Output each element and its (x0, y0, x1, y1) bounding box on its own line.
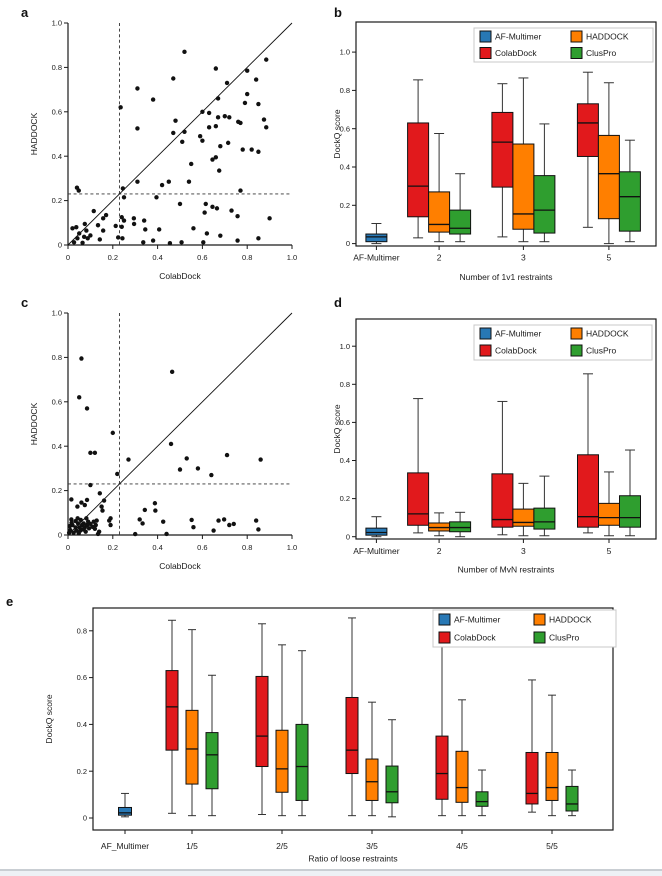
panel-label-d: d (334, 295, 342, 310)
svg-text:ColabDock: ColabDock (159, 271, 201, 281)
svg-text:0.6: 0.6 (197, 253, 207, 262)
svg-text:0: 0 (58, 241, 62, 250)
svg-text:0.8: 0.8 (340, 380, 350, 389)
svg-text:2: 2 (437, 253, 442, 263)
svg-text:0.6: 0.6 (52, 107, 62, 116)
svg-text:ColabDock: ColabDock (495, 346, 537, 356)
svg-text:1.0: 1.0 (340, 342, 350, 351)
panel-e-boxplot-loose-restraints: 0 0.2 0.4 0.6 0.8 AF_Multimer 1/5 2/5 3/5 4/5 5/5 R… (44, 607, 617, 864)
svg-text:ColabDock: ColabDock (454, 633, 496, 643)
svg-text:0.4: 0.4 (52, 152, 62, 161)
svg-text:0.8: 0.8 (242, 543, 252, 552)
svg-text:ClusPro: ClusPro (586, 346, 617, 356)
panel-d-boxplot-mvn-restraints: 0 0.2 0.4 0.6 0.8 1.0 AF-Multimer 2 3 5 Number of … (332, 318, 657, 575)
svg-text:0.4: 0.4 (152, 253, 162, 262)
svg-text:0.8: 0.8 (52, 353, 62, 362)
svg-text:0.8: 0.8 (340, 86, 350, 95)
svg-text:DockQ score: DockQ score (332, 404, 342, 453)
svg-text:HADDOCK: HADDOCK (29, 402, 39, 445)
svg-text:1.0: 1.0 (340, 48, 350, 57)
svg-text:0.2: 0.2 (340, 494, 350, 503)
svg-text:1.0: 1.0 (287, 543, 297, 552)
svg-text:0.2: 0.2 (52, 196, 62, 205)
svg-text:0.2: 0.2 (77, 767, 87, 776)
panel-b-boxplot-1v1-restraints: 0 0.2 0.4 0.6 0.8 1.0 AF-Multimer 2 3 5 Number of … (332, 21, 657, 282)
svg-text:0: 0 (66, 253, 70, 262)
svg-text:0.2: 0.2 (108, 253, 118, 262)
panel-a-scatter-colabdock-vs-haddock: 0 0.2 0.4 0.6 0.8 1.0 0 0.2 0.4 0.6 0.8 1.0 ColabDoc… (29, 19, 297, 281)
svg-text:ClusPro: ClusPro (586, 48, 617, 58)
svg-text:ClusPro: ClusPro (549, 633, 580, 643)
svg-text:0: 0 (346, 239, 350, 248)
svg-text:HADDOCK: HADDOCK (549, 615, 592, 625)
svg-text:0.6: 0.6 (77, 673, 87, 682)
svg-text:AF-Multimer: AF-Multimer (454, 615, 500, 625)
panel-label-e: e (6, 594, 14, 609)
svg-text:5: 5 (607, 253, 612, 263)
svg-text:0.6: 0.6 (340, 124, 350, 133)
svg-text:0: 0 (66, 543, 70, 552)
svg-text:DockQ score: DockQ score (332, 109, 342, 158)
svg-text:AF-Multimer: AF-Multimer (353, 546, 399, 556)
svg-text:0.6: 0.6 (197, 543, 207, 552)
svg-text:ColabDock: ColabDock (495, 48, 537, 58)
svg-text:0.6: 0.6 (340, 418, 350, 427)
svg-text:AF_Multimer: AF_Multimer (101, 841, 149, 851)
panel-c-scatter-colabdock-vs-haddock: 0 0.2 0.4 0.6 0.8 1.0 0 0.2 0.4 0.6 0.8 1.0 ColabDoc… (29, 309, 297, 571)
svg-text:5: 5 (607, 546, 612, 556)
svg-text:DockQ score: DockQ score (44, 694, 54, 743)
svg-text:1.0: 1.0 (52, 19, 62, 28)
svg-text:0: 0 (83, 814, 87, 823)
svg-text:Number of MvN restraints: Number of MvN restraints (458, 565, 555, 575)
svg-text:HADDOCK: HADDOCK (29, 112, 39, 155)
svg-text:2: 2 (437, 546, 442, 556)
svg-text:1.0: 1.0 (287, 253, 297, 262)
panel-label-b: b (334, 5, 342, 20)
svg-text:1.0: 1.0 (52, 309, 62, 318)
svg-text:0.4: 0.4 (77, 720, 87, 729)
svg-text:AF-Multimer: AF-Multimer (353, 253, 399, 263)
svg-text:0.6: 0.6 (52, 397, 62, 406)
page-divider (0, 869, 662, 871)
svg-text:1/5: 1/5 (186, 841, 198, 851)
svg-text:0.4: 0.4 (52, 442, 62, 451)
svg-text:0.4: 0.4 (152, 543, 162, 552)
svg-text:3: 3 (521, 546, 526, 556)
svg-text:0.2: 0.2 (340, 201, 350, 210)
svg-text:4/5: 4/5 (456, 841, 468, 851)
svg-text:0.4: 0.4 (340, 163, 350, 172)
svg-text:Ratio of loose restraints: Ratio of loose restraints (308, 854, 397, 864)
svg-text:2/5: 2/5 (276, 841, 288, 851)
svg-text:0.2: 0.2 (108, 543, 118, 552)
svg-text:3: 3 (521, 253, 526, 263)
svg-text:0: 0 (346, 532, 350, 541)
svg-text:5/5: 5/5 (546, 841, 558, 851)
panel-label-c: c (21, 295, 29, 310)
panel-label-a: a (21, 5, 29, 20)
svg-text:0.4: 0.4 (340, 456, 350, 465)
svg-text:0.8: 0.8 (52, 63, 62, 72)
page-footer-strip (0, 870, 662, 876)
svg-text:Number of 1v1 restraints: Number of 1v1 restraints (459, 272, 552, 282)
svg-text:0.8: 0.8 (77, 626, 87, 635)
svg-text:0.8: 0.8 (242, 253, 252, 262)
svg-text:ColabDock: ColabDock (159, 561, 201, 571)
svg-text:0.2: 0.2 (52, 486, 62, 495)
svg-text:HADDOCK: HADDOCK (586, 32, 629, 42)
svg-text:0: 0 (58, 531, 62, 540)
svg-text:3/5: 3/5 (366, 841, 378, 851)
svg-text:AF-Multimer: AF-Multimer (495, 32, 541, 42)
svg-text:HADDOCK: HADDOCK (586, 329, 629, 339)
svg-text:AF-Multimer: AF-Multimer (495, 329, 541, 339)
